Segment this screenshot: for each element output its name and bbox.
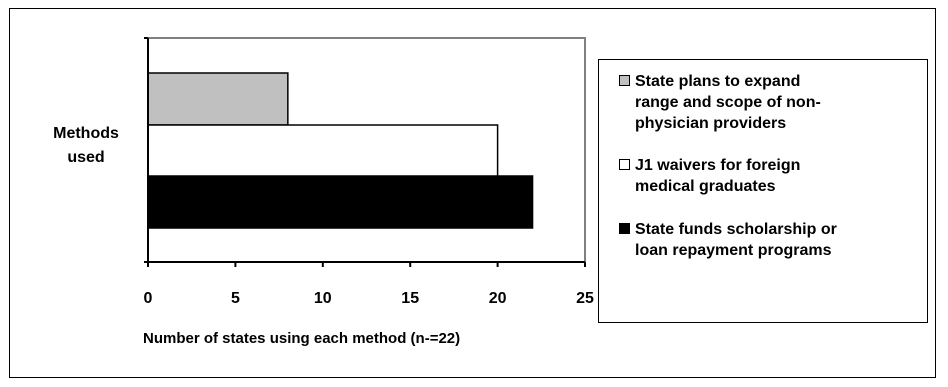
legend-swatch-1 [619, 75, 630, 86]
legend-label-1: State plans to expand range and scope of … [635, 71, 821, 134]
legend-swatch-3 [619, 223, 630, 234]
x-axis-title: Number of states using each method (n-=2… [143, 330, 460, 347]
legend-entry-1: State plans to expand range and scope of … [619, 71, 919, 134]
x-tick-label-5: 5 [231, 290, 240, 307]
legend-label-line: J1 waivers for foreign [635, 157, 801, 174]
legend-label-line: physician providers [635, 115, 787, 132]
legend-swatch-2 [619, 159, 630, 170]
legend-label-line: State funds scholarship or [635, 221, 837, 238]
legend-label-line: medical graduates [635, 178, 776, 195]
x-tick-label-20: 20 [489, 290, 507, 307]
bar-2 [147, 124, 499, 178]
y-category-label-line-1: Methods [53, 125, 119, 142]
y-category-label-line-2: used [67, 149, 104, 166]
x-tick-label-10: 10 [314, 290, 332, 307]
legend-label-line: loan repayment programs [635, 242, 832, 259]
x-tick-label-0: 0 [144, 290, 153, 307]
legend-entry-2: J1 waivers for foreign medical graduates [619, 155, 919, 197]
bar-1 [147, 72, 289, 126]
legend-entry-3: State funds scholarship or loan repayment… [619, 219, 919, 261]
legend: State plans to expand range and scope of … [598, 59, 928, 323]
x-tick-label-15: 15 [401, 290, 419, 307]
legend-label-line: State plans to expand [635, 73, 801, 90]
legend-label-3: State funds scholarship or loan repayment… [635, 219, 837, 261]
bar-3 [147, 175, 534, 229]
x-tick-label-25: 25 [576, 290, 594, 307]
legend-label-line: range and scope of non- [635, 94, 821, 111]
legend-label-2: J1 waivers for foreign medical graduates [635, 155, 800, 197]
